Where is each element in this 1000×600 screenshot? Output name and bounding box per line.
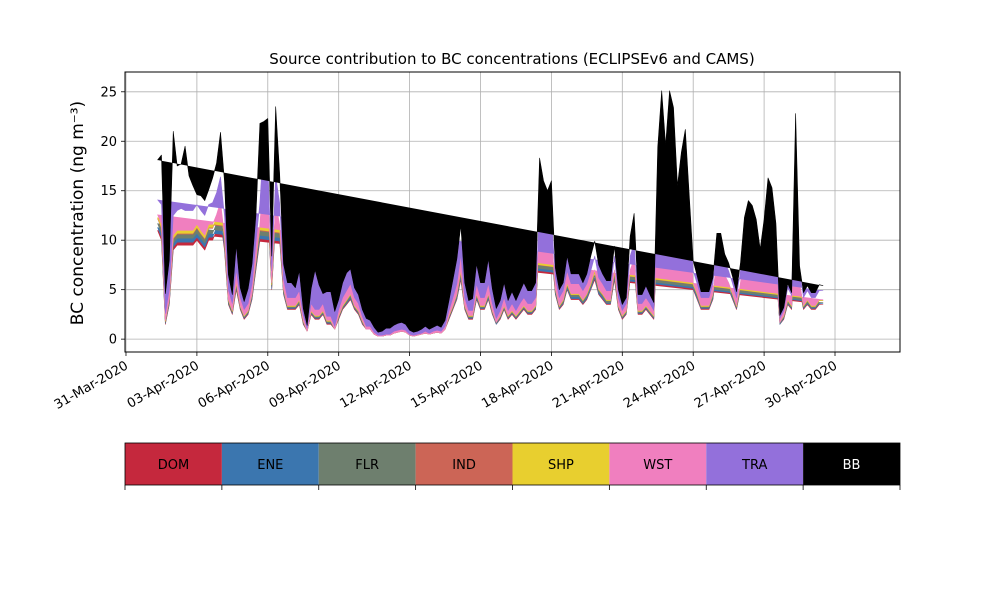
- legend-swatch-bb: [803, 443, 900, 485]
- legend-swatch-shp: [512, 443, 610, 485]
- chart-title: Source contribution to BC concentrations…: [269, 50, 754, 68]
- legend-swatch-dom: [125, 443, 222, 485]
- x-tick-label: 15-Apr-2020: [408, 358, 485, 411]
- y-axis: 0 5 10 15 20 25: [100, 85, 125, 348]
- y-tick-label: 5: [109, 283, 117, 298]
- y-tick-label: 0: [109, 333, 117, 348]
- legend-frame: [124, 442, 901, 486]
- x-tick-label: 30-Apr-2020: [763, 358, 840, 411]
- legend-label-bb: BB: [843, 458, 861, 473]
- x-tick-label: 27-Apr-2020: [692, 358, 769, 411]
- legend-swatch-wst: [609, 443, 707, 485]
- x-tick-label: 31-Mar-2020: [52, 358, 131, 412]
- plot-frame: [124, 71, 901, 353]
- x-axis: 31-Mar-202003-Apr-202006-Apr-202009-Apr-…: [52, 352, 840, 413]
- x-tick-label: 12-Apr-2020: [337, 358, 414, 411]
- legend-label-tra: TRA: [741, 458, 767, 473]
- x-tick-label: 18-Apr-2020: [479, 358, 556, 411]
- x-tick-label: 21-Apr-2020: [550, 358, 627, 411]
- y-tick-label: 20: [100, 135, 117, 150]
- legend-label-shp: SHP: [548, 458, 574, 473]
- stacked-areas: [157, 90, 824, 337]
- y-tick-label: 15: [100, 184, 117, 199]
- legend-swatch-ind: [415, 443, 513, 485]
- legend-label-ene: ENE: [257, 458, 283, 473]
- legend-swatch-flr: [318, 443, 416, 485]
- legend: DOM ENE FLR IND SHP WST TRA BB: [124, 442, 901, 490]
- legend-label-flr: FLR: [355, 458, 379, 473]
- legend-label-ind: IND: [452, 458, 476, 473]
- legend-label-wst: WST: [643, 458, 672, 473]
- x-tick-label: 06-Apr-2020: [196, 358, 273, 411]
- x-tick-label: 09-Apr-2020: [267, 358, 344, 411]
- y-tick-label: 25: [100, 85, 117, 100]
- legend-swatch-ene: [221, 443, 319, 485]
- x-tick-label: 03-Apr-2020: [125, 358, 202, 411]
- y-axis-label: BC concentration (ng m⁻³): [68, 101, 88, 325]
- x-tick-label: 24-Apr-2020: [621, 358, 698, 411]
- y-tick-label: 10: [100, 234, 117, 249]
- area-bb: [157, 90, 824, 333]
- legend-swatch-tra: [706, 443, 804, 485]
- legend-label-dom: DOM: [158, 458, 189, 473]
